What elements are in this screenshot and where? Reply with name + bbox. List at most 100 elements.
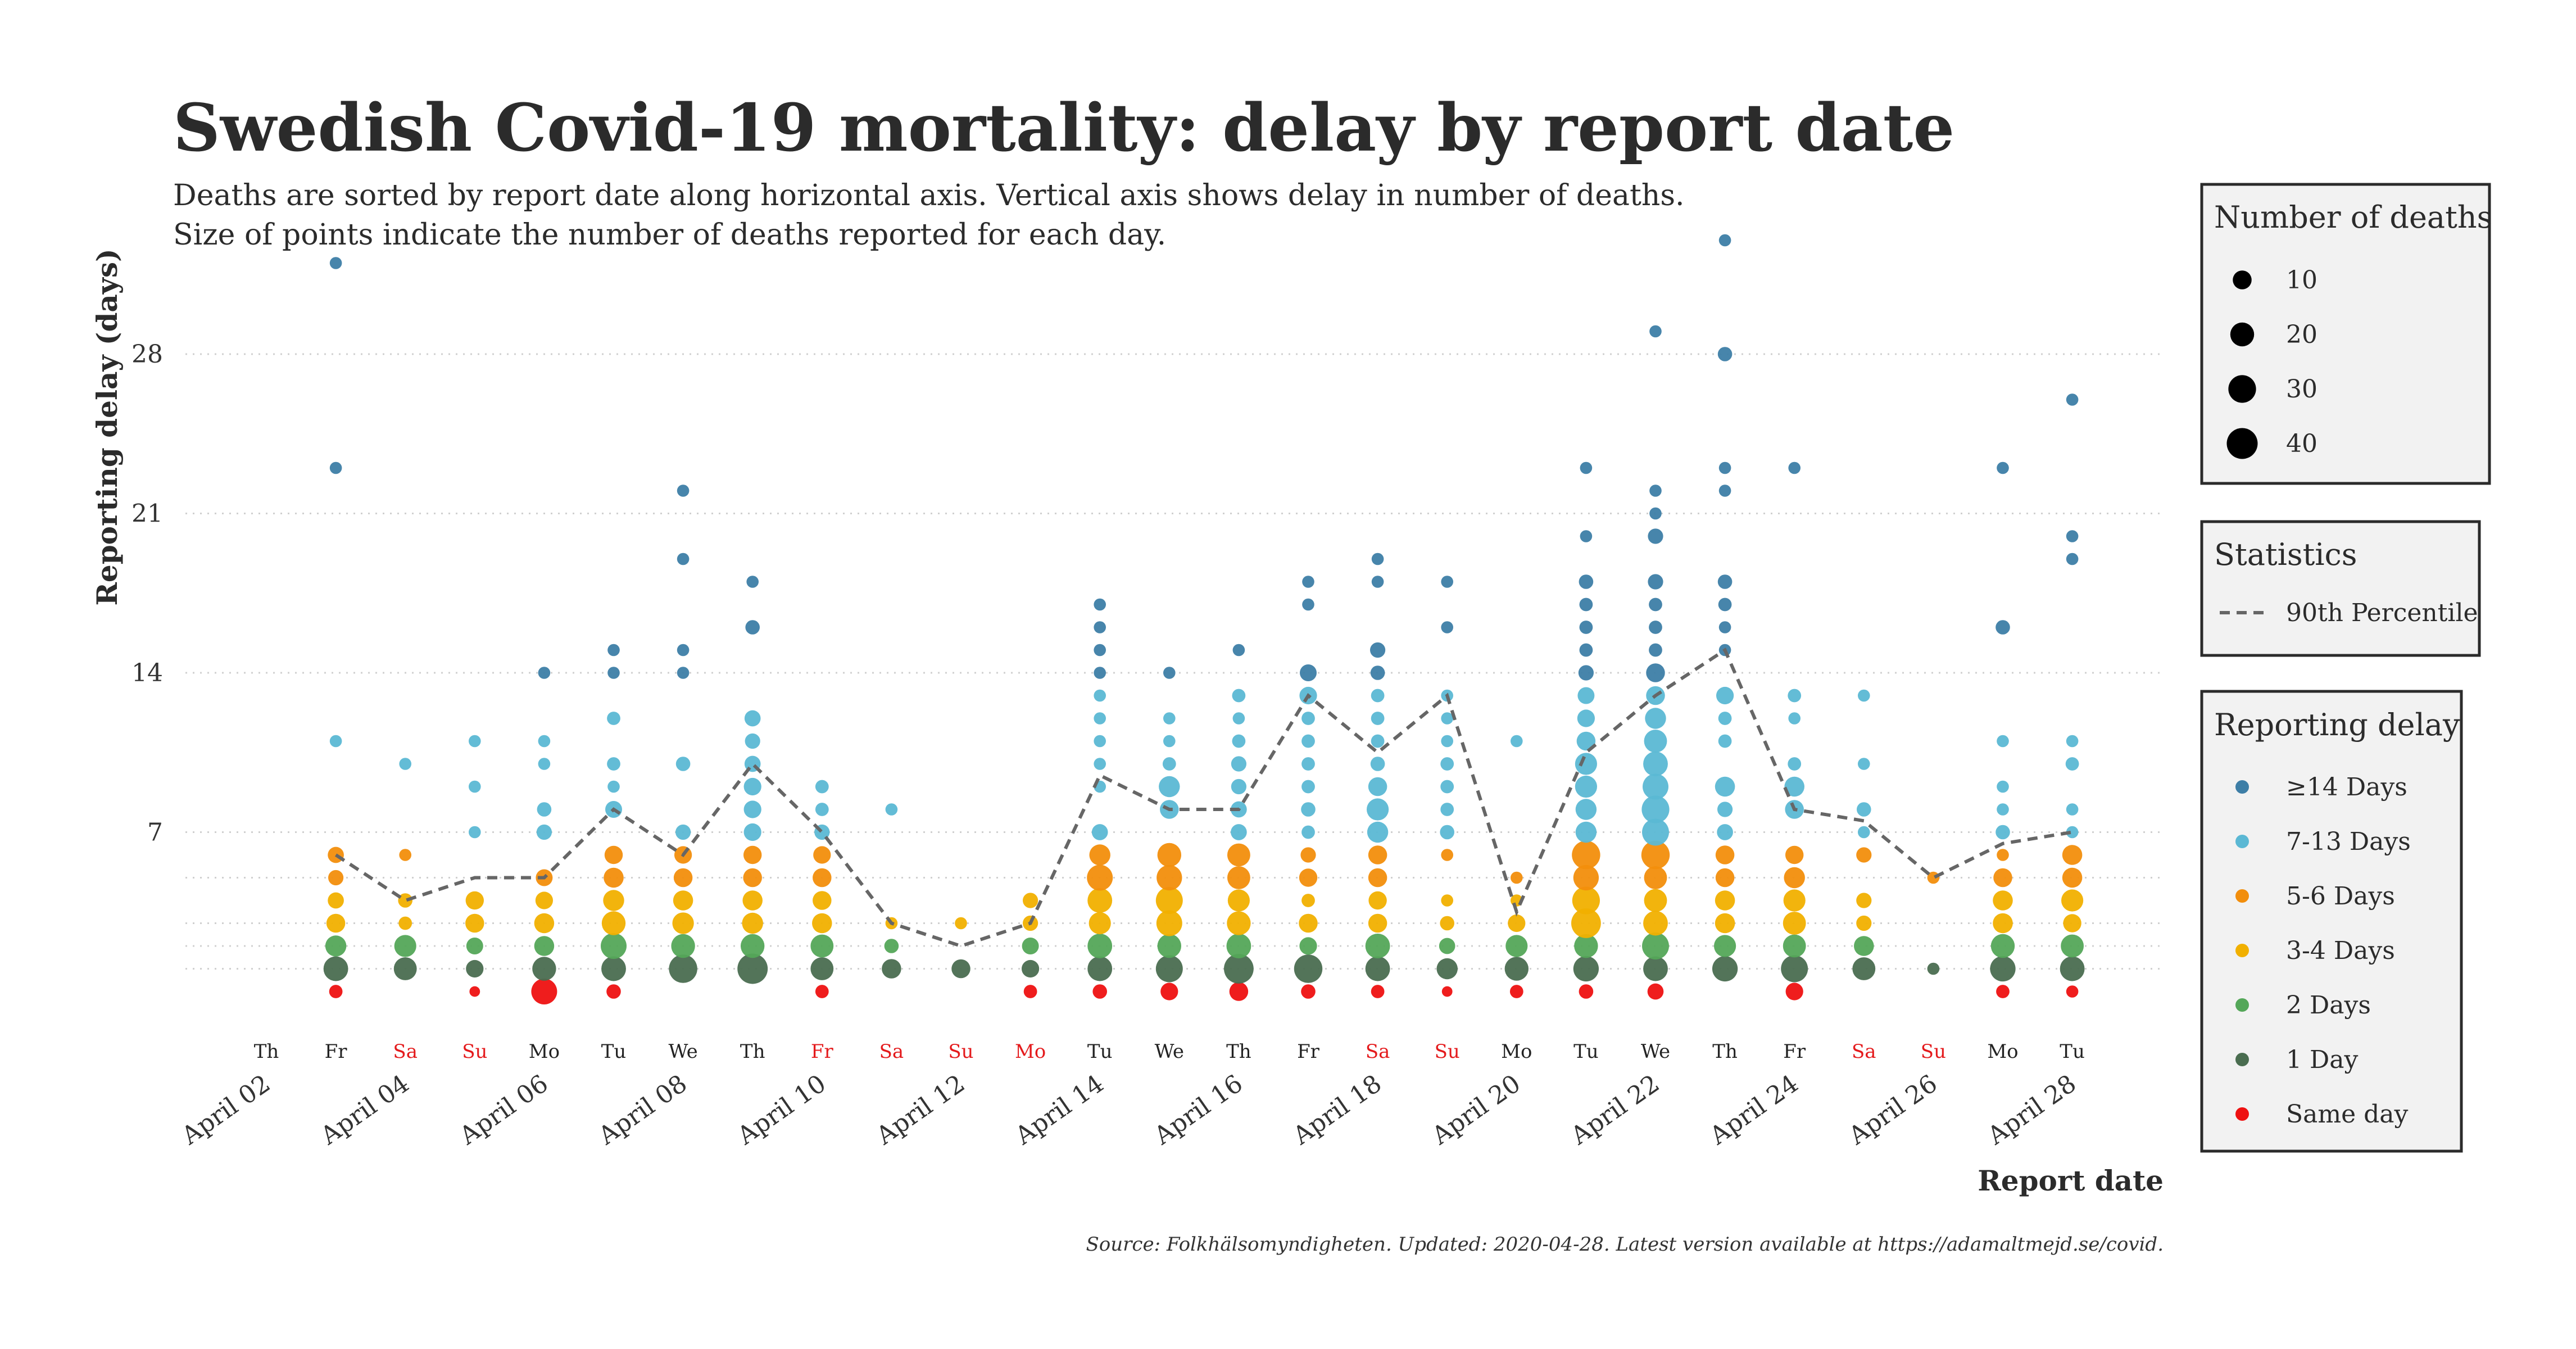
data-point [1997, 803, 2009, 816]
weekday-labels: Th Fr Sa Su Mo Tu We Th Fr Sa Su Mo Tu We Th Fr Sa Su Mo Tu… [254, 1040, 2085, 1063]
data-point [465, 891, 484, 910]
data-point [1302, 598, 1314, 611]
data-point [1301, 780, 1315, 794]
data-point [1160, 983, 1178, 1001]
weekday-label: Th [254, 1040, 279, 1063]
data-point [398, 893, 412, 908]
data-point [1857, 826, 1870, 839]
data-point [1788, 712, 1801, 725]
legend-delay-swatch [2235, 835, 2249, 848]
data-point [1715, 845, 1735, 864]
data-point [329, 257, 342, 269]
weekday-label: Th [740, 1040, 765, 1063]
data-point [1365, 934, 1390, 958]
x-tick-label: April 04 [315, 1069, 415, 1151]
data-point [1781, 955, 1808, 983]
data-point [1785, 983, 1803, 1001]
data-point [1227, 889, 1250, 912]
data-point [2066, 530, 2079, 542]
legend-delay-title: Reporting delay [2214, 707, 2460, 743]
data-point [1715, 890, 1735, 911]
weekday-label: Mo [1987, 1040, 2018, 1063]
data-point [1997, 849, 2009, 861]
data-point [607, 712, 620, 725]
data-point [1163, 735, 1176, 748]
data-point [1094, 758, 1106, 770]
y-tick-label: 7 [147, 818, 163, 847]
data-point [1301, 894, 1315, 907]
data-point [1510, 871, 1523, 884]
data-point [1157, 843, 1182, 867]
data-point [1718, 461, 1731, 474]
data-point [1231, 778, 1247, 795]
data-point [1579, 643, 1593, 657]
weekday-label: Mo [529, 1040, 560, 1063]
x-tick-label: April 14 [1010, 1069, 1109, 1151]
weekday-label: Fr [1783, 1040, 1806, 1063]
data-point [607, 644, 620, 657]
data-point [2062, 867, 2083, 888]
x-axis-date-labels: April 02 April 04 April 06 April 08 April 10… [176, 1069, 2081, 1151]
data-point [398, 916, 412, 930]
data-point [1436, 958, 1458, 980]
data-point [1301, 734, 1315, 748]
data-point [1715, 913, 1735, 934]
data-point [673, 890, 693, 911]
data-point [672, 912, 694, 934]
data-point [1232, 734, 1246, 748]
data-point [1094, 735, 1106, 748]
data-point [1718, 234, 1731, 247]
data-point [1440, 780, 1454, 794]
data-point [1301, 984, 1316, 999]
weekday-label: We [1155, 1040, 1184, 1063]
data-point [2065, 757, 2079, 771]
data-point [1579, 574, 1594, 589]
data-point [1644, 866, 1667, 889]
data-point [1301, 802, 1316, 817]
data-point [1369, 642, 1386, 658]
data-point [1371, 734, 1385, 748]
data-point [1643, 911, 1668, 936]
data-point [607, 667, 620, 679]
x-tick-label: April 26 [1843, 1069, 1943, 1151]
data-point [1155, 955, 1183, 983]
data-point [815, 985, 829, 998]
data-point [465, 913, 484, 933]
data-point [1371, 576, 1384, 588]
data-point [1646, 663, 1665, 682]
data-point [1302, 576, 1314, 588]
data-point [810, 934, 834, 958]
data-point [1439, 938, 1455, 954]
legend-delay-label: 1 Day [2286, 1045, 2358, 1074]
data-point [1227, 843, 1250, 867]
data-point [1091, 824, 1108, 840]
data-point [1575, 775, 1597, 798]
data-point [1022, 938, 1039, 954]
legend-delay-swatch [2235, 780, 2249, 794]
data-point [538, 758, 551, 770]
data-point [1574, 934, 1598, 958]
data-point [1087, 934, 1113, 958]
data-point [673, 868, 693, 888]
data-point [1301, 712, 1315, 725]
data-point [1997, 735, 2009, 748]
data-point [399, 758, 412, 770]
data-point [328, 870, 344, 886]
data-point [1643, 956, 1668, 981]
data-point [1504, 957, 1529, 981]
data-point [1857, 689, 1870, 702]
data-point [2062, 845, 2083, 865]
chart-subtitle-line-2: Size of points indicate the number of de… [173, 218, 1166, 252]
data-point [2066, 553, 2079, 565]
legend-delay-swatch [2235, 1107, 2249, 1121]
weekday-label: Tu [1087, 1040, 1113, 1063]
data-point [1714, 935, 1736, 957]
data-point [1715, 868, 1735, 888]
weekday-label: Th [1712, 1040, 1738, 1063]
data-point [1094, 621, 1106, 633]
data-point [2061, 889, 2084, 912]
weekday-label: Fr [811, 1040, 834, 1063]
data-point [1441, 712, 1454, 725]
data-point [601, 956, 626, 981]
data-point [1023, 985, 1037, 998]
